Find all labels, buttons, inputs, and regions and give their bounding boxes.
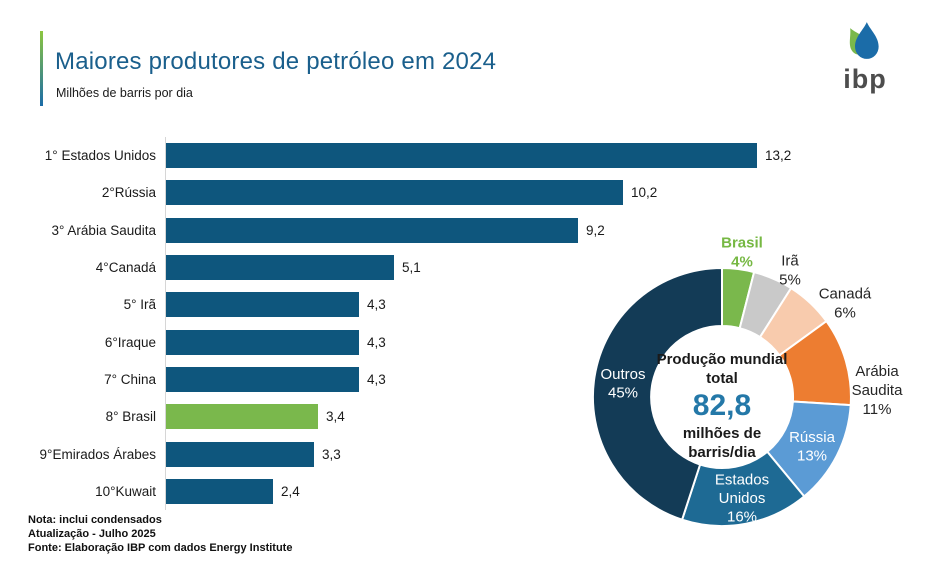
bar-row: 9°Emirados Árabes 3,3 [20, 435, 820, 473]
bar-value-label: 3,4 [326, 409, 345, 425]
bar-track: 9,2 [165, 211, 820, 249]
bar-value-label: 5,1 [402, 260, 421, 276]
ibp-logo: ibp [828, 20, 902, 94]
bar-category-label: 4°Canadá [95, 260, 156, 276]
donut-center-text: Produção mundial total 82,8 milhões de b… [647, 350, 797, 462]
bar-track: 13,2 [165, 137, 820, 175]
bar-track: 4,3 [165, 323, 820, 361]
bar-row: 10°Kuwait 2,4 [20, 472, 820, 510]
bar-value-label: 3,3 [322, 446, 341, 462]
ibp-logo-text: ibp [843, 64, 887, 94]
bar [166, 217, 578, 243]
page-subtitle: Milhões de barris por dia [56, 86, 193, 100]
bar-value-label: 13,2 [765, 148, 792, 164]
footnote-atualizacao: Atualização - Julho 2025 [28, 528, 156, 540]
bar [166, 180, 623, 206]
donut-slice-label: Rússia 13% [789, 429, 836, 465]
bar-track: 10,2 [165, 174, 820, 212]
donut-slice-label: Outros 45% [600, 366, 645, 402]
bar-row: 3° Arábia Saudita 9,2 [20, 211, 820, 249]
donut-slice [591, 267, 723, 521]
title-accent-line [40, 31, 43, 106]
bar-track: 3,4 [165, 398, 820, 436]
bar-category-label: 1° Estados Unidos [44, 148, 156, 164]
bar-row: 7° China 4,3 [20, 360, 820, 399]
bar-category-label: 6°Iraque [104, 334, 156, 350]
bar [166, 366, 359, 392]
page-title: Maiores produtores de petróleo em 2024 [55, 48, 497, 75]
donut-slice-label: Brasil 4% [721, 235, 763, 271]
donut-slice-label: Canadá 6% [819, 286, 872, 322]
donut-slice-label: Irã 5% [779, 253, 801, 289]
donut-slice-label: Estados Unidos 16% [715, 472, 769, 526]
bar-category-label: 10°Kuwait [95, 483, 156, 499]
bar-value-label: 2,4 [281, 483, 300, 499]
bar-value-label: 4,3 [367, 297, 386, 313]
bar-category-label: 5° Irã [123, 297, 156, 313]
bar [166, 404, 318, 430]
footnote-nota: Nota: inclui condensados [28, 514, 162, 526]
bar-track: 3,3 [165, 435, 820, 473]
bar [166, 478, 273, 504]
bar-row: 1° Estados Unidos 13,2 [20, 137, 820, 175]
bar-value-label: 9,2 [586, 222, 605, 238]
bar [166, 292, 359, 318]
bar-track: 4,3 [165, 286, 820, 324]
bar-category-label: 9°Emirados Árabes [39, 446, 156, 462]
bar-value-label: 4,3 [367, 334, 386, 350]
bar [166, 441, 314, 467]
donut-center-value: 82,8 [692, 389, 752, 423]
bar-track: 5,1 [165, 248, 820, 287]
bar-chart: 1° Estados Unidos 13,2 2°Rússia 10,2 3° Aráb… [20, 137, 820, 510]
bar-row: 8° Brasil 3,4 [20, 398, 820, 436]
donut-chart: Brasil 4% Irã 5% Canadá 6% Arábia Saudita 11% Rús… [591, 235, 904, 527]
bar-row: 2°Rússia 10,2 [20, 174, 820, 212]
bar-value-label: 4,3 [367, 371, 386, 387]
bar-category-label: 8° Brasil [105, 409, 156, 425]
bar-row: 4°Canadá 5,1 [20, 248, 820, 287]
bar-row: 5° Irã 4,3 [20, 286, 820, 324]
donut-slice-label: Arábia Saudita 11% [852, 363, 904, 418]
bar [166, 329, 359, 355]
bar [166, 255, 394, 281]
bar-value-label: 10,2 [631, 185, 658, 201]
footnotes: Nota: inclui condensados Atualização - J… [28, 513, 292, 555]
bar-category-label: 7° China [104, 371, 156, 387]
donut-center-unit: milhões de barris/dia [682, 425, 762, 462]
bar-track: 4,3 [165, 360, 820, 399]
bar-category-label: 2°Rússia [101, 185, 156, 201]
bar-row: 6°Iraque 4,3 [20, 323, 820, 361]
droplet-icon [849, 22, 879, 59]
bar [166, 143, 757, 169]
bar-track: 2,4 [165, 472, 820, 510]
donut-center-title: Produção mundial total [656, 351, 788, 388]
bar-category-label: 3° Arábia Saudita [51, 222, 156, 238]
footnote-fonte: Fonte: Elaboração IBP com dados Energy I… [28, 542, 293, 554]
